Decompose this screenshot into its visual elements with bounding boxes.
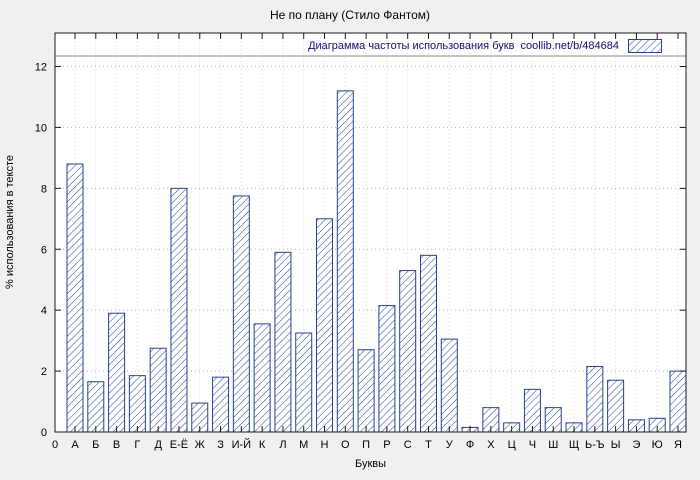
legend-swatch xyxy=(628,39,662,53)
legend: Диаграмма частоты использования букв coo… xyxy=(308,39,662,53)
bar xyxy=(399,270,417,433)
bar xyxy=(66,163,84,433)
x-tick-label: Г xyxy=(134,439,140,451)
y-tick-label: 8 xyxy=(41,183,47,195)
x-tick-label: У xyxy=(446,439,454,451)
bar xyxy=(607,379,625,433)
bar xyxy=(419,254,437,433)
y-tick-label: 12 xyxy=(35,62,47,74)
bar xyxy=(253,323,271,433)
y-tick-label: 10 xyxy=(35,122,47,134)
bar xyxy=(316,218,334,433)
bar xyxy=(669,370,687,433)
bar xyxy=(232,195,250,433)
bar xyxy=(440,338,458,433)
x-tick-label: Е-Ё xyxy=(170,439,188,451)
x-tick-label: Щ xyxy=(569,439,579,451)
x-tick-label: М xyxy=(299,439,308,451)
x-tick-label: Ч xyxy=(529,439,536,451)
y-tick-label: 0 xyxy=(41,427,47,439)
x-tick-label: Я xyxy=(674,439,682,451)
x-tick-label: Ф xyxy=(466,439,474,451)
x-tick-label: З xyxy=(217,439,224,451)
bar xyxy=(336,90,354,433)
x-tick-label: Ц xyxy=(508,439,516,451)
x-tick-label: Ы xyxy=(611,439,621,451)
x-tick-label: Э xyxy=(632,439,640,451)
bar xyxy=(170,187,188,433)
bar xyxy=(108,312,126,433)
bar xyxy=(295,332,313,433)
x-tick-label: И-Й xyxy=(232,438,251,451)
x-tick-label: Ж xyxy=(195,439,205,451)
bar xyxy=(357,349,375,433)
bar xyxy=(128,375,146,433)
bar xyxy=(274,251,292,433)
x-tick-label: С xyxy=(404,439,412,451)
x-tick-label: Б xyxy=(92,439,99,451)
x-tick-label: А xyxy=(71,439,79,451)
x-tick-label: Ь-Ъ xyxy=(585,439,605,451)
legend-label: Диаграмма частоты использования букв coo… xyxy=(308,40,619,52)
chart-title: Не по плану (Стило Фантом) xyxy=(269,8,431,22)
plot-border xyxy=(54,32,687,433)
x-tick-label: Ш xyxy=(548,439,558,451)
x-tick-label: К xyxy=(259,439,266,451)
bar xyxy=(378,305,396,433)
bar xyxy=(586,366,604,433)
x-tick-label: О xyxy=(341,439,350,451)
bar xyxy=(149,347,167,433)
x-tick-label: Л xyxy=(279,439,286,451)
x-tick-label: Т xyxy=(425,439,432,451)
bar xyxy=(212,376,230,433)
bar xyxy=(523,388,541,433)
x-tick-label: В xyxy=(113,439,120,451)
y-tick-label: 2 xyxy=(41,366,47,378)
bar xyxy=(87,381,105,433)
x-tick-label: Ю xyxy=(652,439,663,451)
legend-swatch-rect xyxy=(628,39,662,53)
x-tick-label: Н xyxy=(321,439,329,451)
x-tick-label: 0 xyxy=(52,439,58,451)
y-tick-label: 4 xyxy=(41,305,47,317)
x-axis-label: Буквы xyxy=(354,458,387,470)
x-tick-label: Р xyxy=(383,439,390,451)
x-tick-label: Х xyxy=(487,439,495,451)
x-tick-label: П xyxy=(362,439,370,451)
y-tick-label: 6 xyxy=(41,244,47,256)
x-tick-label: Д xyxy=(154,439,162,451)
